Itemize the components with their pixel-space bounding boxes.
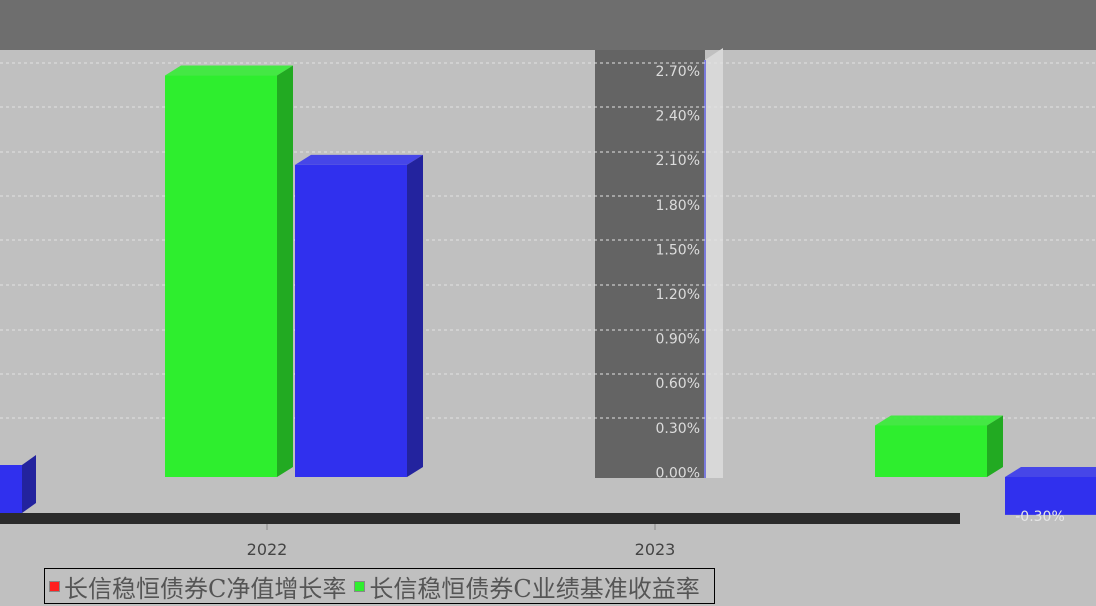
- bar-2022-series-3: [295, 154, 423, 477]
- y-tick-label: 1.50%: [656, 242, 700, 258]
- bar-2023-series-2-front: [875, 425, 987, 477]
- y-tick-label: 1.20%: [656, 287, 700, 303]
- y-tick-label: 2.40%: [656, 109, 700, 125]
- bar-2023-series-3-front: [1005, 477, 1096, 515]
- legend: 长信稳恒债券C净值增长率 长信稳恒债券C业绩基准收益率: [44, 568, 715, 604]
- bar-2022-series-2-side: [277, 65, 293, 478]
- y-tick-label: 0.60%: [656, 376, 700, 392]
- y-tick-label: 1.80%: [656, 198, 700, 214]
- legend-swatch-green: [354, 580, 366, 592]
- chart-floor: [0, 513, 960, 524]
- y-axis-panel: [595, 50, 705, 478]
- axis-wall: [705, 48, 723, 478]
- legend-item-series-1: 长信稳恒债券C净值增长率: [49, 569, 346, 604]
- bar-2022-series-3-top: [295, 154, 423, 165]
- legend-item-series-2: 长信稳恒债券C业绩基准收益率: [354, 569, 700, 604]
- x-tick-labels: 2022 2023: [247, 524, 676, 559]
- chart-title-band: [0, 0, 1096, 50]
- y-tick-labels: 2.70% 2.40% 2.10% 1.80% 1.50% 1.20% 0.90% 0.60%…: [656, 64, 1065, 525]
- legend-label-2: 长信稳恒债券C业绩基准收益率: [369, 574, 700, 603]
- bar-2022-series-2-top: [165, 65, 293, 76]
- bar-2022-series-2-front: [165, 75, 277, 478]
- bar-2022-series-2: [165, 65, 293, 478]
- y-tick-label: 0.90%: [656, 332, 700, 348]
- bar-clipped-left: [0, 465, 22, 513]
- bar-2023-series-2: [875, 415, 1003, 477]
- x-tick-label: 2022: [247, 540, 288, 559]
- y-tick-label: 2.10%: [656, 153, 700, 169]
- y-tick-label: 0.30%: [656, 421, 700, 437]
- y-tick-label: 2.70%: [656, 64, 700, 80]
- x-tick-label: 2023: [635, 540, 676, 559]
- y-tick-label: 0.00%: [656, 465, 700, 481]
- bar-2023-series-2-top: [875, 415, 1003, 426]
- legend-label-1: 长信稳恒债券C净值增长率: [64, 574, 347, 603]
- bar-2023-series-2-side: [987, 415, 1003, 477]
- bar-series: [0, 65, 1096, 515]
- legend-swatch-red: [49, 580, 60, 592]
- bar-clipped-left-side: [22, 455, 36, 513]
- y-tick-label: -0.30%: [1015, 509, 1065, 525]
- bar-2023-series-3-top: [1005, 467, 1096, 477]
- bar-2023-series-3: [1005, 467, 1096, 515]
- bar-2022-series-3-side: [407, 154, 423, 477]
- bar-2022-series-3-front: [295, 164, 407, 477]
